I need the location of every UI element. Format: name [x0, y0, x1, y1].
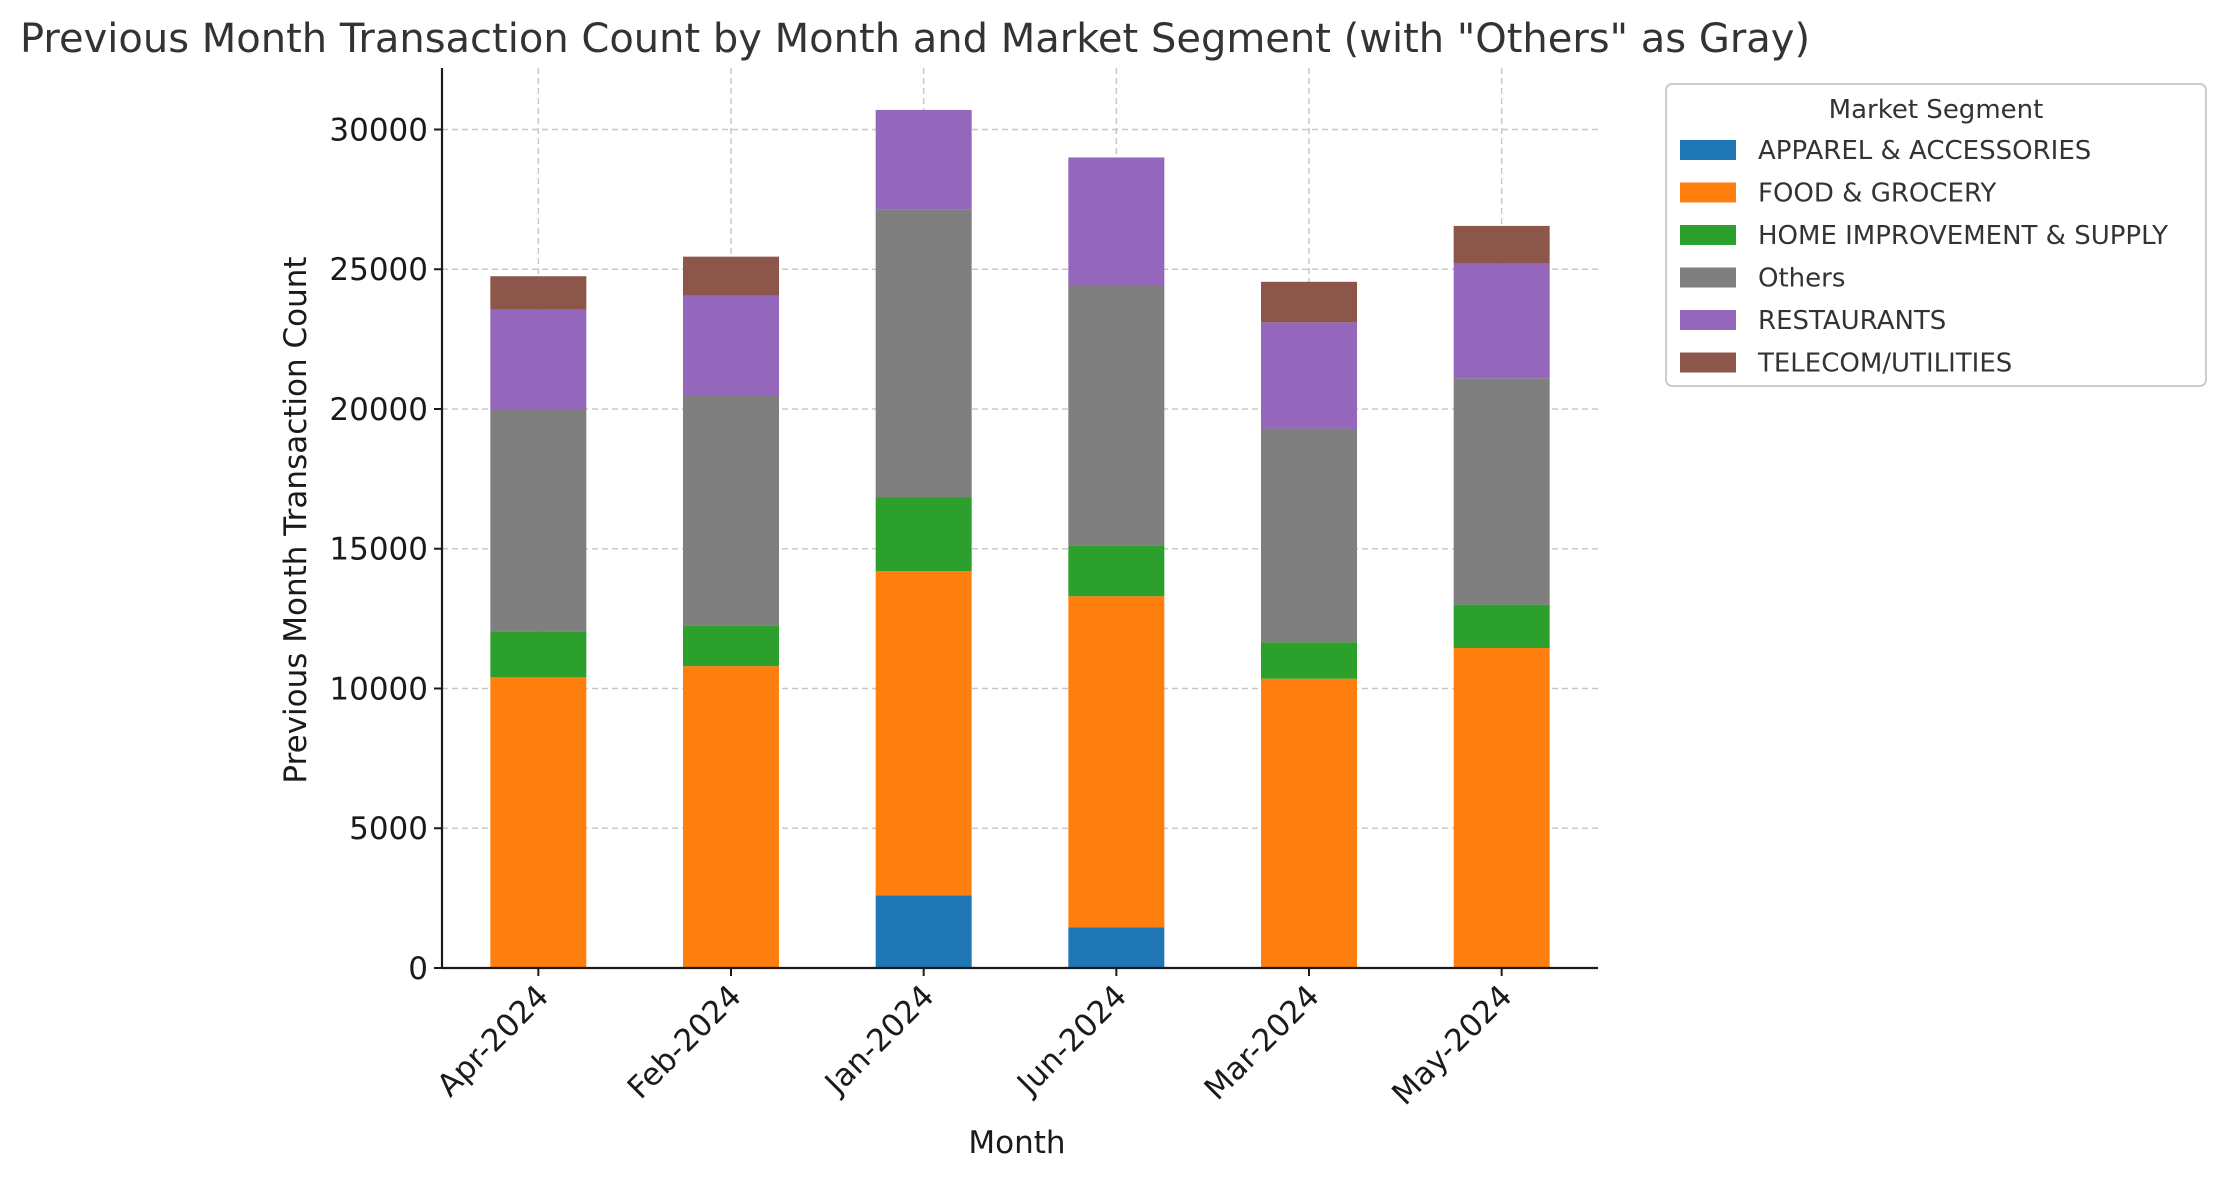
- x-tick-label: Jun-2024: [1009, 978, 1134, 1103]
- bar-segment: [875, 209, 972, 498]
- bar-segment: [1261, 678, 1357, 968]
- y-tick-label: 30000: [329, 112, 428, 148]
- x-tick-label: May-2024: [1385, 978, 1519, 1112]
- bar-segment: [1068, 545, 1165, 597]
- legend-title: Market Segment: [1829, 95, 2044, 125]
- legend-label: HOME IMPROVEMENT & SUPPLY: [1758, 221, 2168, 251]
- x-tick-label: Mar-2024: [1198, 978, 1327, 1107]
- bar-segment: [1453, 225, 1550, 264]
- bar-segment: [490, 631, 587, 678]
- bar-segment: [1261, 322, 1357, 429]
- bar-segment: [490, 677, 587, 968]
- bar-segment: [683, 625, 779, 667]
- bars: [490, 109, 1550, 968]
- bar-segment: [490, 309, 587, 409]
- bar-segment: [875, 497, 972, 572]
- bar-segment: [1261, 642, 1357, 679]
- bar-segment: [683, 395, 779, 626]
- legend-label: APPAREL & ACCESSORIES: [1758, 136, 2091, 166]
- y-tick-label: 15000: [329, 532, 428, 568]
- legend-label: TELECOM/UTILITIES: [1757, 349, 2012, 379]
- x-tick-label: Apr-2024: [430, 978, 556, 1104]
- legend-swatch: [1680, 225, 1736, 245]
- bar-segment: [683, 295, 779, 396]
- chart-title: Previous Month Transaction Count by Mont…: [20, 16, 1810, 62]
- bar-segment: [875, 109, 972, 210]
- y-tick-label: 20000: [329, 392, 428, 428]
- legend-swatch: [1680, 267, 1736, 288]
- y-axis-label: Previous Month Transaction Count: [278, 256, 314, 783]
- legend-swatch: [1680, 140, 1736, 160]
- legend-label: FOOD & GROCERY: [1758, 179, 1996, 209]
- bar-segment: [1261, 281, 1357, 323]
- y-axis-ticks: 0 5000 10000 15000 20000 25000 30000: [329, 112, 442, 987]
- legend-swatch: [1680, 352, 1736, 373]
- legend-label: RESTAURANTS: [1758, 306, 1946, 336]
- axes: [440, 68, 1598, 970]
- legend-frame: [1665, 83, 2207, 387]
- bar-segment: [1068, 286, 1165, 546]
- bar-segment: [683, 256, 779, 296]
- x-tick-label: Feb-2024: [621, 978, 749, 1106]
- bar-segment: [490, 408, 587, 632]
- bar-segment: [1453, 604, 1550, 648]
- grid-lines: [442, 68, 1598, 969]
- bar-segment: [683, 666, 779, 968]
- bar-segment: [490, 276, 587, 310]
- legend-label: Others: [1758, 264, 1845, 294]
- bar-segment: [1068, 596, 1165, 928]
- bar-segment: [1068, 157, 1165, 287]
- y-tick-label: 0: [408, 951, 428, 987]
- y-tick-label: 10000: [329, 671, 428, 707]
- y-tick-label: 5000: [349, 811, 428, 847]
- legend-items: APPAREL & ACCESSORIES FOOD & GROCERY HOME …: [1680, 136, 2168, 379]
- bar-segment: [1453, 647, 1550, 968]
- legend-swatch: [1680, 182, 1736, 203]
- legend: Market Segment APPAREL & ACCESSORIES FOOD…: [1665, 83, 2207, 387]
- x-axis-label: Month: [968, 1125, 1065, 1161]
- legend-swatch: [1680, 310, 1736, 330]
- x-axis-ticks: Apr-2024 Feb-2024 Jan-2024 Jun-2024 Mar-2024…: [430, 968, 1519, 1112]
- bar-segment: [1453, 263, 1550, 379]
- bar-segment: [875, 895, 972, 968]
- bar-segment: [1453, 378, 1550, 605]
- y-tick-label: 25000: [329, 252, 428, 288]
- bar-segment: [1261, 428, 1357, 643]
- x-tick-label: Jan-2024: [817, 978, 941, 1102]
- bar-segment: [1068, 927, 1165, 968]
- bar-segment: [875, 571, 972, 896]
